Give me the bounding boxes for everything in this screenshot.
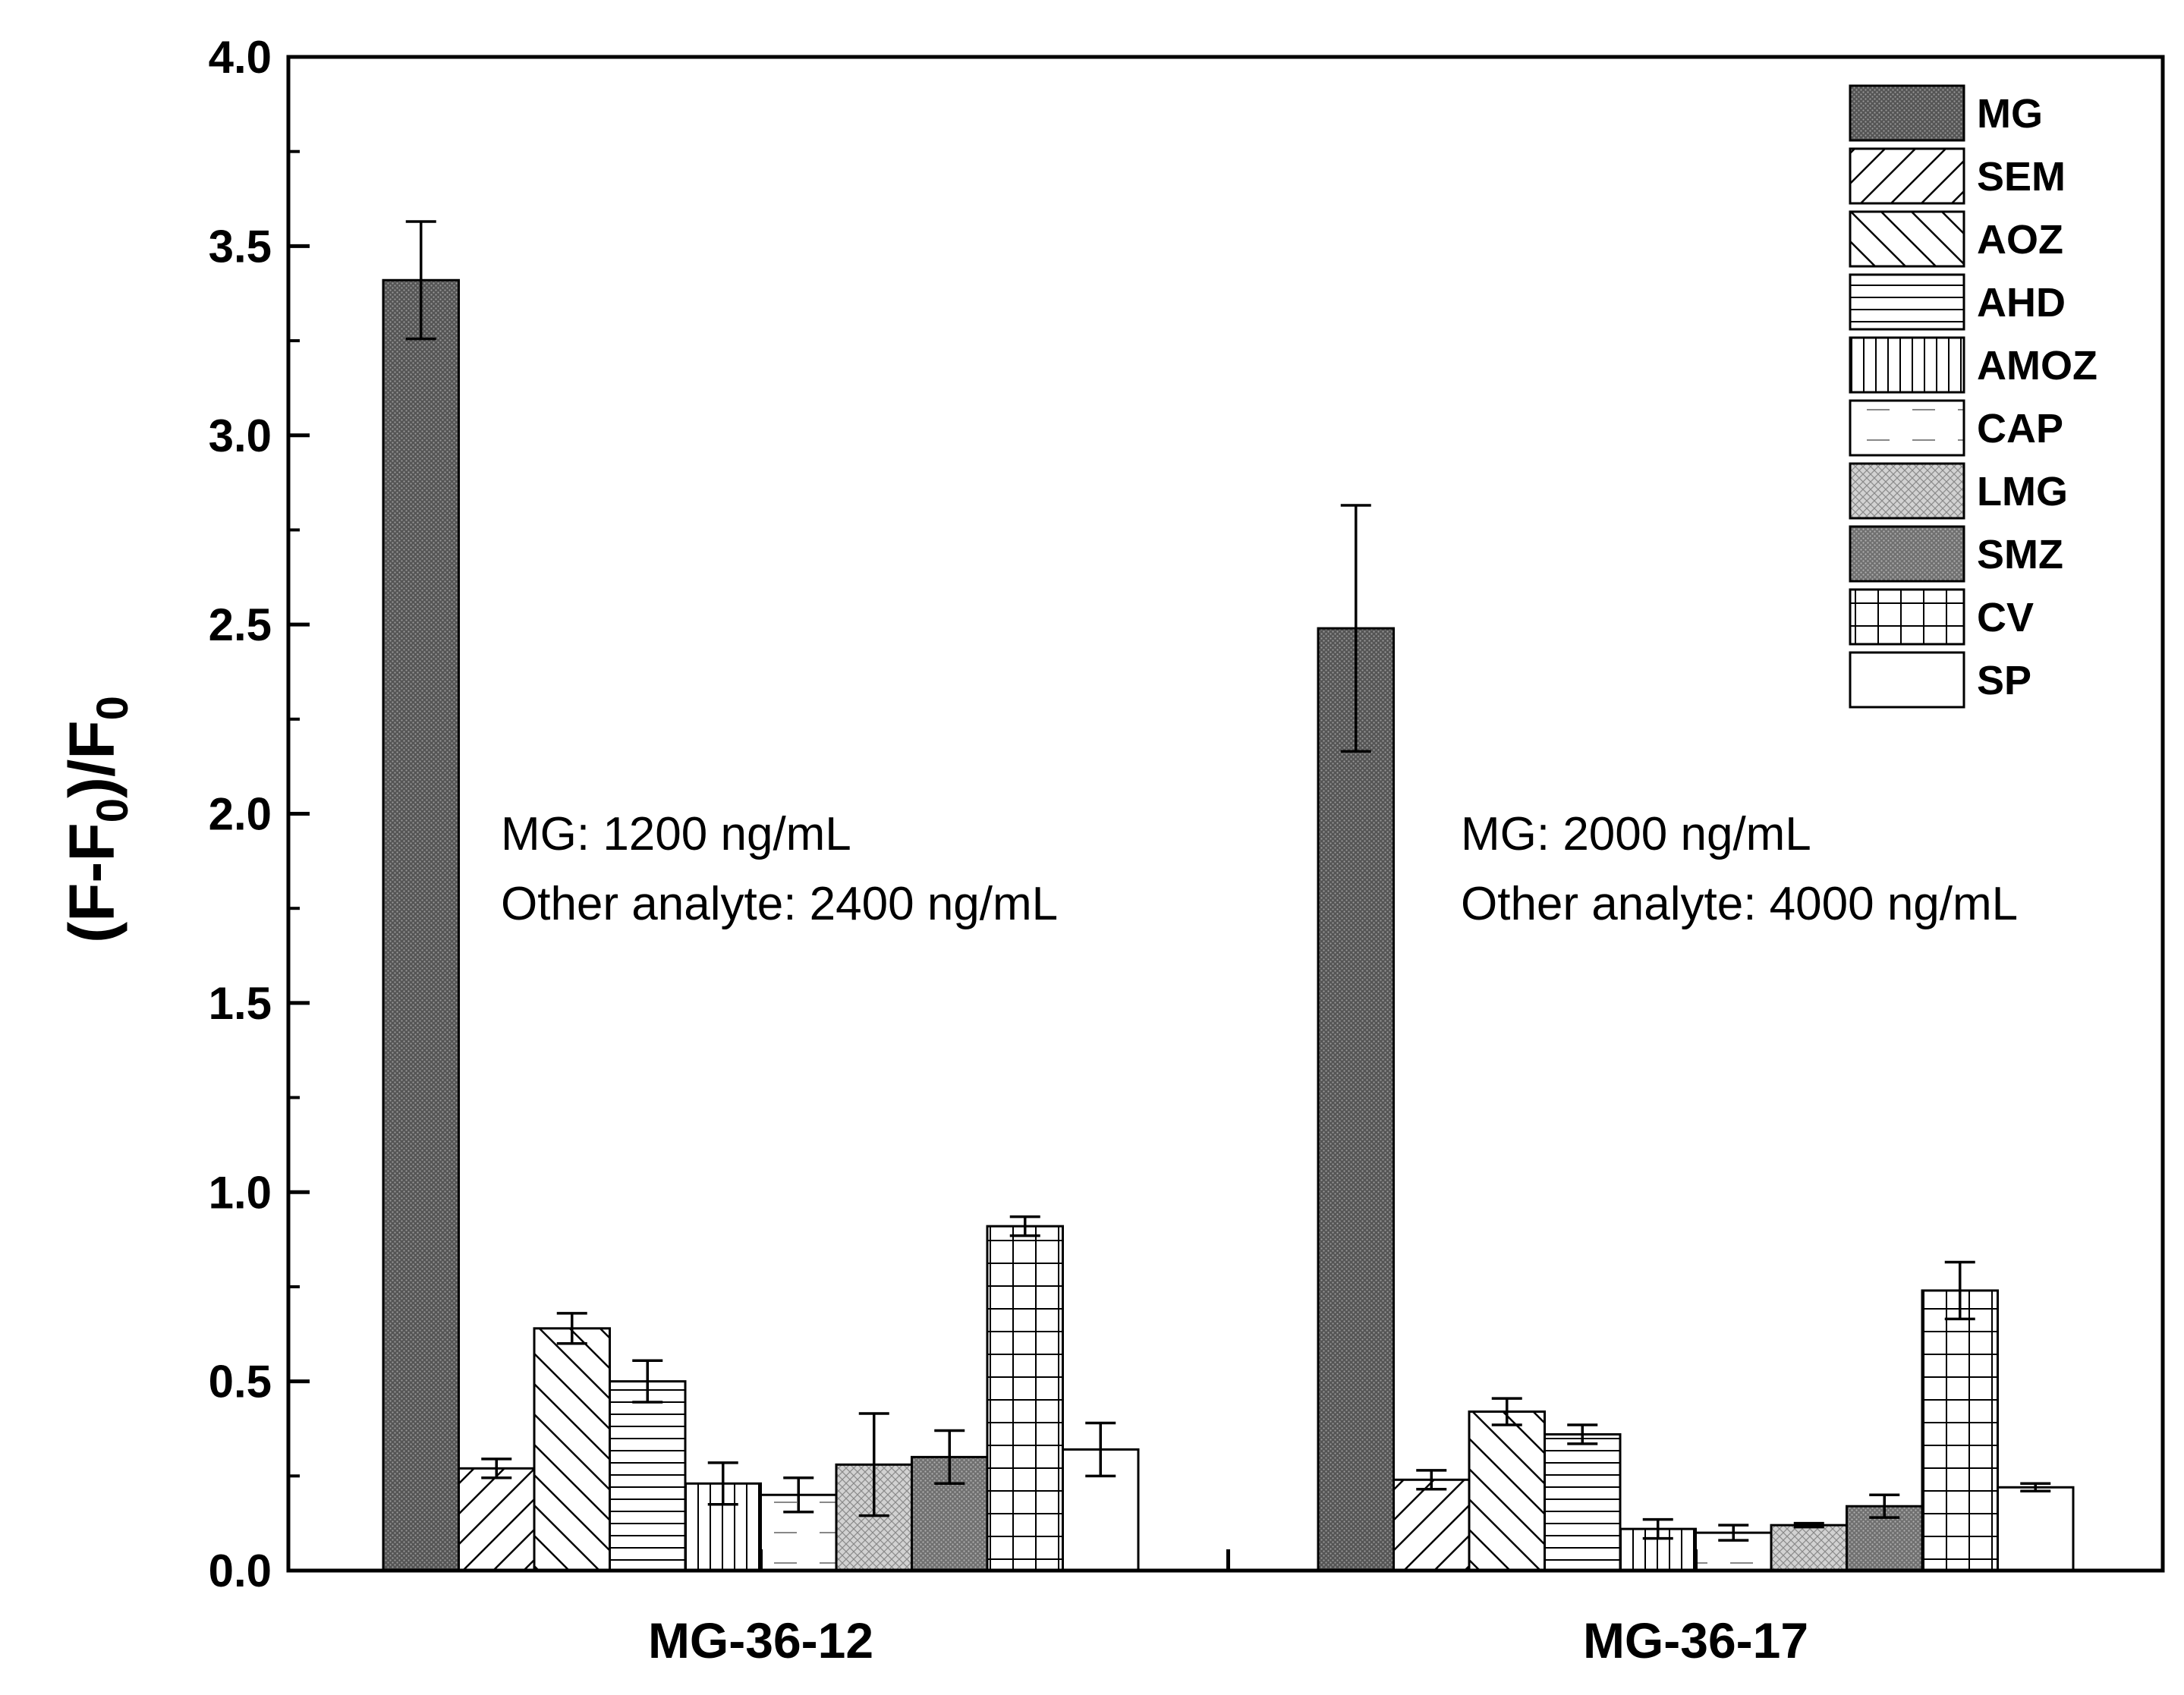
bar-cv-mg-36-12 [986, 1225, 1064, 1572]
legend-label-smz: SMZ [1977, 532, 2063, 577]
legend-swatch-cv [1849, 588, 1965, 646]
legend-label-sp: SP [1977, 658, 2031, 703]
legend-label-mg: MG [1977, 91, 2043, 137]
legend-swatch-ahd [1849, 273, 1965, 331]
bar-cv-mg-36-17 [1921, 1289, 1999, 1572]
bar-mg-mg-36-17 [1317, 627, 1395, 1572]
legend-label-lmg: LMG [1977, 469, 2068, 514]
legend-swatch-sem [1849, 147, 1965, 205]
y-tick-label-2-5: 2.5 [209, 599, 272, 650]
legend-swatch-lmg [1849, 462, 1965, 520]
legend-swatch-cap [1849, 399, 1965, 457]
legend-label-aoz: AOZ [1977, 217, 2063, 263]
legend-label-sem: SEM [1977, 154, 2066, 200]
x-tick-label-mg-36-17: MG-36-17 [1583, 1612, 1808, 1668]
y-tick-label-1-0: 1.0 [209, 1167, 272, 1218]
legend-swatch-mg [1849, 84, 1965, 142]
legend: MG SEM AOZ AHD AMOZ CAP LMG SMZ CV SP [1849, 84, 2097, 709]
bars-layer [382, 278, 2075, 1572]
bar-aoz-mg-36-12 [533, 1327, 611, 1572]
bar-ahd-mg-36-17 [1544, 1432, 1622, 1572]
annotations: MG: 1200 ng/mL Other analyte: 2400 ng/mL M… [501, 808, 2018, 930]
annotation-2-line-2: Other analyte: 4000 ng/mL [1461, 878, 2018, 930]
bar-ahd-mg-36-12 [609, 1380, 687, 1572]
y-axis-label: (F-F0)/F0 [56, 696, 137, 943]
annotation-1-line-2: Other analyte: 2400 ng/mL [501, 878, 1058, 930]
bar-lmg-mg-36-17 [1770, 1524, 1848, 1572]
y-tick-label-0-0: 0.0 [209, 1546, 272, 1596]
legend-swatch-smz [1849, 525, 1965, 583]
y-tick-label-3-0: 3.0 [209, 410, 272, 461]
error-bars-layer [405, 220, 2051, 1542]
annotation-2-line-1: MG: 2000 ng/mL [1461, 808, 1811, 860]
y-tick-label-2-0: 2.0 [209, 789, 272, 840]
y-tick-label-3-5: 3.5 [209, 221, 272, 272]
y-tick-label-0-5: 0.5 [209, 1357, 272, 1407]
bar-sem-mg-36-12 [458, 1467, 536, 1572]
legend-label-ahd: AHD [1977, 280, 2066, 325]
bar-aoz-mg-36-17 [1468, 1410, 1546, 1572]
legend-swatch-amoz [1849, 336, 1965, 394]
legend-label-cv: CV [1977, 595, 2034, 640]
bar-sem-mg-36-17 [1393, 1478, 1471, 1572]
legend-label-amoz: AMOZ [1977, 343, 2097, 388]
axis-ticks: 0.0 0.5 1.0 1.5 2.0 2.5 3.0 3.5 4.0 MG-36-12 MG-36… [209, 32, 1808, 1668]
x-tick-label-mg-36-12: MG-36-12 [648, 1612, 873, 1668]
legend-swatch-sp [1849, 651, 1965, 709]
annotation-1-line-1: MG: 1200 ng/mL [501, 808, 851, 860]
y-tick-label-1-5: 1.5 [209, 978, 272, 1029]
legend-swatch-aoz [1849, 210, 1965, 268]
y-tick-label-4-0: 4.0 [209, 32, 272, 83]
bar-mg-mg-36-12 [382, 278, 460, 1572]
legend-label-cap: CAP [1977, 406, 2063, 451]
bar-sp-mg-36-17 [1997, 1486, 2075, 1572]
